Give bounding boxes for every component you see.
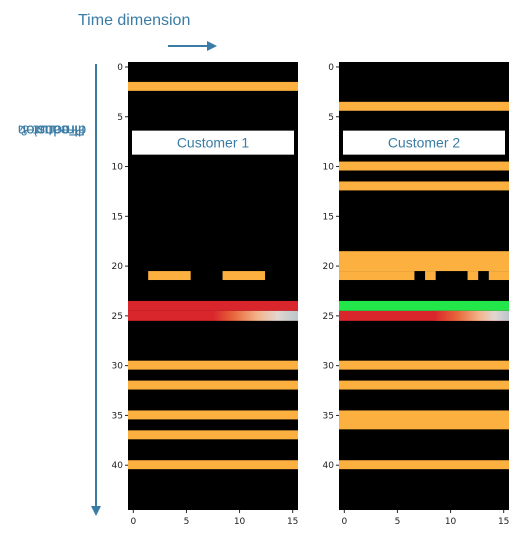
y-tick-label: 30 [323,362,335,372]
customer-title: Customer 1 [177,135,250,151]
heatmap-band-orange [339,181,509,191]
heatmap-band-orange [128,460,298,470]
y-tick-label: 5 [117,113,123,123]
heatmap-band-orange [148,271,191,281]
heatmap-band-orange [128,360,298,370]
heatmap-band-orange [222,271,266,281]
heatmap-band-red [339,310,509,321]
heatmap-band-orange [339,101,509,111]
heatmap-band-orange [128,410,298,420]
heatmap-band-orange [339,161,509,171]
x-tick-label: 5 [395,517,401,527]
time-dimension-label: Time dimension [78,12,191,29]
heatmap-band-orange [339,460,509,470]
x-tick-label: 0 [341,517,347,527]
heatmap-band-orange [339,380,509,390]
heatmap-band-orange [339,271,415,281]
heatmap-band-gradient [434,310,509,321]
heatmap-band-red [128,300,298,311]
heatmap-band-orange [128,430,298,440]
y-tick-label: 40 [112,461,124,471]
heatmap-panel-1: 0 5 10 15 20 25 30 35 40 0 5 10 15 Customer 1 [112,62,298,527]
y-tick-label: 10 [112,163,124,173]
y-tick-label: 35 [112,411,123,421]
customer-title: Customer 2 [388,135,461,151]
y-tick-label: 10 [323,163,335,173]
heatmap-band-gradient [128,310,298,321]
x-tick-label: 5 [184,517,190,527]
y-tick-label: 20 [323,262,335,272]
heatmap-panel-2: 0 5 10 15 20 25 30 35 40 0 5 10 15 Customer 2 [323,62,509,527]
y-tick-label: 30 [112,362,124,372]
y-tick-label: 40 [323,461,335,471]
heatmap-band-orange [339,360,509,370]
customer-title-box [132,130,294,155]
y-tick-label: 15 [323,212,334,222]
x-tick-label: 0 [130,517,136,527]
y-tick-label: 15 [112,212,123,222]
x-tick-label: 15 [498,517,509,527]
heatmap-band-green [339,300,509,311]
y-tick-label: 0 [328,63,334,73]
y-tick-label: 20 [112,262,124,272]
y-tick-label: 25 [112,312,123,322]
x-tick-label: 10 [445,517,457,527]
y-tick-label: 35 [323,411,334,421]
heatmap-background [128,62,298,510]
x-tick-label: 15 [287,517,298,527]
customer-title-box [343,130,505,155]
heatmap-band-orange [128,81,298,91]
y-tick-label: 5 [328,113,334,123]
heatmap-band-orange [339,251,509,272]
heatmap-band-orange [425,271,436,281]
heatmap-background [339,62,509,510]
heatmap-band-orange [339,410,509,430]
y-tick-label: 25 [323,312,334,322]
x-tick-label: 10 [234,517,246,527]
heatmap-band-orange [488,271,509,281]
y-tick-label: 0 [117,63,123,73]
heatmap-band-orange [128,380,298,390]
heatmap-band-orange [467,271,479,281]
